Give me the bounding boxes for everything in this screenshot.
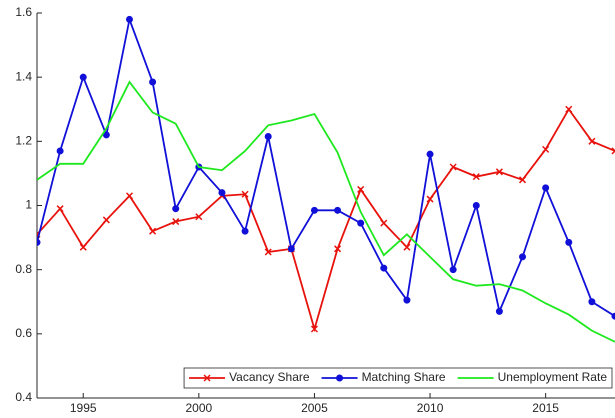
marker [264, 248, 272, 256]
marker [611, 312, 615, 320]
marker [403, 296, 411, 304]
marker [79, 243, 87, 251]
marker [334, 206, 342, 214]
x-tick-label: 2010 [417, 401, 444, 415]
marker [380, 264, 388, 272]
y-tick-label: 1.4 [15, 69, 32, 83]
marker [357, 185, 365, 193]
marker [37, 238, 41, 246]
marker [287, 245, 295, 253]
marker [310, 206, 318, 214]
marker [203, 374, 211, 382]
marker [172, 218, 180, 226]
marker [125, 15, 133, 23]
marker [426, 195, 434, 203]
y-tick-label: 1 [25, 198, 32, 212]
marker [403, 243, 411, 251]
marker [149, 78, 157, 86]
marker [334, 245, 342, 253]
marker [241, 190, 249, 198]
series-line [37, 16, 615, 317]
marker [125, 192, 134, 200]
marker [380, 219, 388, 227]
marker [495, 168, 503, 176]
marker [518, 176, 527, 184]
marker [56, 205, 64, 213]
marker [588, 298, 596, 306]
marker [102, 216, 110, 224]
marker [565, 238, 573, 246]
x-tick-label: 2000 [185, 401, 212, 415]
marker [336, 374, 344, 382]
legend-item: Vacancy Share [189, 370, 310, 384]
marker [449, 266, 457, 274]
marker [542, 145, 550, 153]
series-line [37, 107, 615, 333]
marker [495, 307, 503, 315]
marker [472, 202, 480, 209]
marker [565, 105, 573, 113]
marker [357, 219, 365, 227]
plot-area [37, 15, 615, 343]
legend-box [183, 367, 613, 389]
legend-label: Vacancy Share [229, 370, 310, 384]
marker [542, 184, 550, 192]
y-tick-label: 0.6 [15, 326, 32, 340]
legend-item: Matching Share [321, 370, 446, 384]
marker [149, 227, 157, 235]
y-tick-label: 1.6 [15, 5, 32, 19]
marker [611, 147, 615, 155]
marker [588, 137, 596, 145]
y-tick-label: 0.4 [15, 390, 32, 404]
marker [449, 163, 457, 171]
marker [56, 147, 64, 155]
marker [426, 150, 434, 158]
legend-label: Unemployment Rate [498, 370, 608, 384]
x-tick-label: 1995 [70, 401, 97, 415]
series-line [37, 80, 615, 343]
legend: Vacancy Share Matching Share Unemployment … [183, 367, 613, 389]
marker [519, 253, 527, 261]
x-tick-label: 2015 [532, 401, 559, 415]
marker [472, 173, 480, 181]
legend-item: Unemployment Rate [457, 370, 608, 384]
legend-label: Matching Share [362, 370, 446, 384]
x-tick-label: 2005 [301, 401, 328, 415]
y-tick-label: 1.2 [15, 134, 32, 148]
y-tick-label: 0.8 [15, 262, 32, 276]
marker [172, 205, 180, 213]
marker [218, 189, 226, 197]
marker [79, 73, 87, 81]
marker [102, 131, 110, 139]
marker [264, 133, 272, 141]
marker [195, 213, 203, 221]
marker [241, 227, 249, 235]
marker [310, 325, 318, 333]
